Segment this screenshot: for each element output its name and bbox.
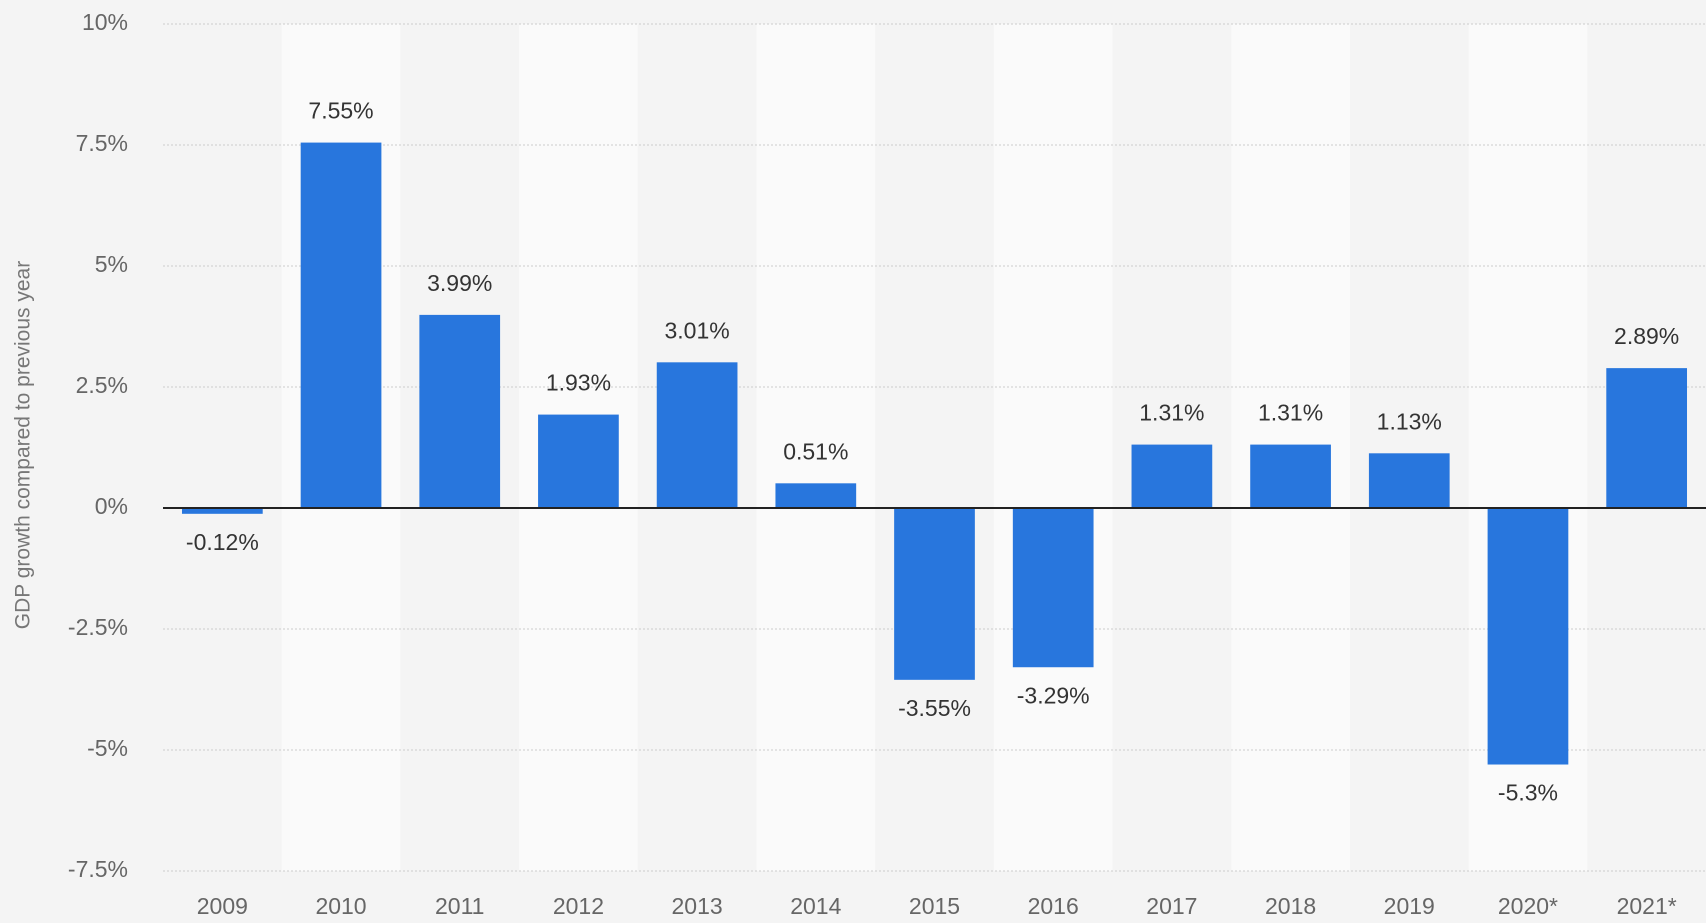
bar [656, 362, 738, 508]
bar [775, 483, 857, 508]
y-axis-label: GDP growth compared to previous year [12, 261, 35, 629]
bar [1606, 368, 1688, 508]
y-tick-label: 5% [95, 251, 128, 277]
y-tick-label: 7.5% [76, 130, 128, 156]
bar [300, 142, 382, 508]
bar [181, 508, 263, 514]
value-label: 1.13% [1377, 408, 1442, 434]
value-label: -3.29% [1017, 682, 1090, 708]
value-label: -3.55% [898, 695, 971, 721]
y-tick-label: 0% [95, 493, 128, 519]
x-tick-label: 2019 [1384, 893, 1435, 919]
x-tick-label: 2017 [1146, 893, 1197, 919]
x-tick-label: 2011 [435, 893, 484, 919]
bar [894, 508, 975, 680]
y-tick-label: 10% [82, 9, 128, 35]
value-label: 1.31% [1139, 400, 1204, 426]
x-tick-label: 2015 [909, 893, 960, 919]
x-tick-label: 2012 [553, 893, 604, 919]
x-tick-label: 2020* [1498, 893, 1558, 919]
value-label: 1.93% [546, 370, 611, 396]
y-tick-label: -2.5% [68, 614, 128, 640]
value-label: 2.89% [1614, 323, 1679, 349]
value-label: 0.51% [783, 438, 848, 464]
x-tick-label: 2016 [1028, 893, 1079, 919]
x-tick-label: 2010 [315, 893, 366, 919]
bar [538, 414, 619, 508]
bar [1131, 444, 1213, 508]
x-tick-label: 2021* [1617, 893, 1677, 919]
bar [419, 314, 501, 508]
y-tick-label: 2.5% [76, 372, 128, 398]
x-tick-label: 2018 [1265, 893, 1316, 919]
value-label: 7.55% [308, 98, 373, 124]
bar [1368, 453, 1450, 508]
x-tick-label: 2013 [672, 893, 723, 919]
band-background [993, 24, 1113, 871]
value-label: -0.12% [186, 529, 259, 555]
bar [1487, 508, 1569, 765]
value-label: 3.99% [427, 270, 492, 296]
value-label: 1.31% [1258, 400, 1323, 426]
band-background [756, 24, 876, 871]
y-tick-label: -7.5% [68, 856, 128, 882]
value-label: 3.01% [665, 317, 730, 343]
y-tick-label: -5% [87, 735, 128, 761]
bar [1250, 444, 1331, 508]
value-label: -5.3% [1498, 780, 1558, 806]
bar [1012, 508, 1094, 668]
x-tick-label: 2014 [790, 893, 841, 919]
x-tick-label: 2009 [197, 893, 248, 919]
